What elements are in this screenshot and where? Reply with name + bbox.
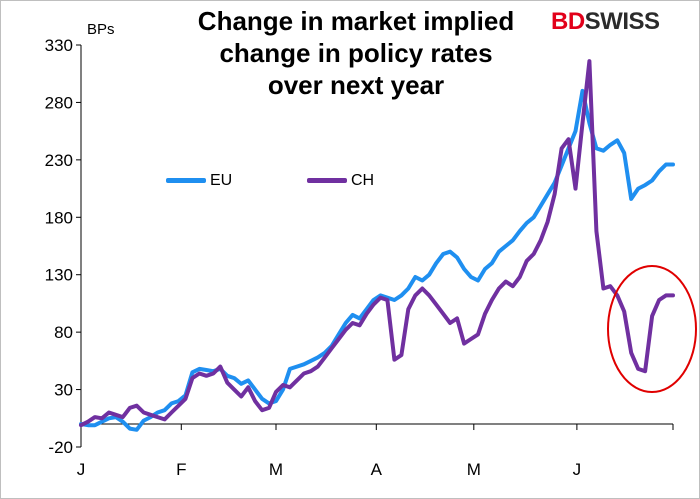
x-tick-label: M [269, 460, 283, 479]
legend-label-eu: EU [210, 172, 233, 189]
series-line-eu [79, 88, 675, 432]
series-group [79, 59, 675, 432]
x-tick-label: J [77, 460, 86, 479]
x-tick-label: J [573, 460, 582, 479]
legend-swatch-ch [307, 178, 347, 184]
chart-title-line-3: over next year [267, 70, 445, 100]
axes: -20 30 80 130 180 230 280 330 J F M A M J [45, 36, 674, 479]
y-tick-label: 230 [45, 151, 73, 170]
x-tick-label: M [467, 460, 481, 479]
y-tick-label: 330 [45, 36, 73, 55]
logo-part-1: BD [551, 8, 585, 35]
legend-item-eu: EU [166, 172, 232, 190]
y-axis-unit-label: BPs [87, 21, 115, 38]
y-tick-label: 80 [54, 323, 73, 342]
y-tick-label: -20 [48, 438, 73, 457]
x-tick-label: F [176, 460, 186, 479]
y-tick-label: 280 [45, 93, 73, 112]
legend-swatch-eu [166, 178, 206, 184]
logo-part-2: SWISS [584, 8, 660, 35]
chart-title-line-1: Change in market implied [197, 6, 515, 36]
y-tick-label: 30 [54, 381, 73, 400]
legend-label-ch: CH [351, 172, 375, 189]
y-tick-label: 130 [45, 266, 73, 285]
legend-item-ch: CH [307, 172, 374, 190]
x-tick-label: A [371, 460, 383, 479]
chart-title: Change in market implied change in polic… [151, 5, 561, 101]
y-tick-label: 180 [45, 208, 73, 227]
highlight-circle [607, 265, 697, 393]
series-line-ch [79, 59, 675, 428]
bdswiss-logo: BDSWISS [551, 8, 660, 36]
chart-title-line-2: change in policy rates [219, 38, 493, 68]
